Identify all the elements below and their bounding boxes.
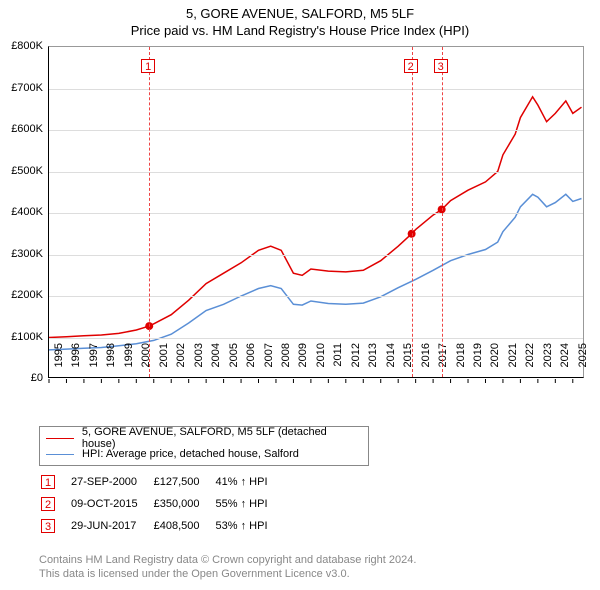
- x-tick-label: 2002: [175, 343, 187, 383]
- page-title: 5, GORE AVENUE, SALFORD, M5 5LF: [0, 6, 600, 21]
- footer-line-2: This data is licensed under the Open Gov…: [39, 568, 416, 582]
- transaction-price: £408,500: [154, 516, 214, 536]
- x-tick-label: 2020: [489, 343, 501, 383]
- x-tick-label: 1997: [88, 343, 100, 383]
- x-tick-label: 2005: [228, 343, 240, 383]
- transaction-delta: 41% ↑ HPI: [216, 472, 282, 492]
- legend: 5, GORE AVENUE, SALFORD, M5 5LF (detache…: [39, 426, 369, 466]
- transaction-marker: 2: [41, 497, 55, 511]
- x-tick-label: 2023: [542, 343, 554, 383]
- x-tick-label: 2006: [245, 343, 257, 383]
- x-tick-label: 2012: [350, 343, 362, 383]
- legend-label: 5, GORE AVENUE, SALFORD, M5 5LF (detache…: [82, 426, 362, 450]
- transaction-marker: 3: [41, 519, 55, 533]
- y-tick-label: £300K: [0, 248, 43, 260]
- chart-series-line: [49, 194, 582, 350]
- y-tick-label: £0: [0, 372, 43, 384]
- table-row: 2 09-OCT-2015£350,00055% ↑ HPI: [41, 494, 282, 514]
- y-tick-label: £500K: [0, 165, 43, 177]
- transaction-delta: 53% ↑ HPI: [216, 516, 282, 536]
- y-tick-label: £200K: [0, 289, 43, 301]
- legend-swatch: [46, 454, 74, 455]
- x-tick-label: 2018: [455, 343, 467, 383]
- transaction-date: 29-JUN-2017: [71, 516, 152, 536]
- x-tick-label: 2001: [158, 343, 170, 383]
- x-tick-label: 1998: [105, 343, 117, 383]
- transaction-marker: 1: [41, 475, 55, 489]
- legend-item: 5, GORE AVENUE, SALFORD, M5 5LF (detache…: [46, 430, 362, 446]
- transaction-delta: 55% ↑ HPI: [216, 494, 282, 514]
- y-tick-label: £800K: [0, 40, 43, 52]
- x-tick-label: 2003: [193, 343, 205, 383]
- x-tick-label: 2022: [524, 343, 536, 383]
- event-marker: 2: [404, 59, 418, 73]
- x-tick-label: 2017: [437, 343, 449, 383]
- x-tick-label: 2004: [210, 343, 222, 383]
- x-tick-label: 1999: [123, 343, 135, 383]
- transaction-price: £350,000: [154, 494, 214, 514]
- transaction-date: 27-SEP-2000: [71, 472, 152, 492]
- x-tick-label: 2011: [332, 343, 344, 383]
- event-marker: 3: [434, 59, 448, 73]
- x-tick-label: 2000: [140, 343, 152, 383]
- transaction-date: 09-OCT-2015: [71, 494, 152, 514]
- y-tick-label: £100K: [0, 331, 43, 343]
- x-tick-label: 2025: [577, 343, 589, 383]
- x-tick-label: 2019: [472, 343, 484, 383]
- x-tick-label: 2016: [420, 343, 432, 383]
- event-marker: 1: [141, 59, 155, 73]
- x-tick-label: 2008: [280, 343, 292, 383]
- y-tick-label: £600K: [0, 123, 43, 135]
- x-tick-label: 2007: [263, 343, 275, 383]
- page-subtitle: Price paid vs. HM Land Registry's House …: [0, 23, 600, 38]
- transaction-price: £127,500: [154, 472, 214, 492]
- y-tick-label: £400K: [0, 206, 43, 218]
- legend-swatch: [46, 438, 74, 439]
- table-row: 3 29-JUN-2017£408,50053% ↑ HPI: [41, 516, 282, 536]
- x-tick-label: 2024: [559, 343, 571, 383]
- x-tick-label: 2009: [297, 343, 309, 383]
- x-tick-label: 1996: [70, 343, 82, 383]
- price-chart: £0£100K£200K£300K£400K£500K£600K£700K£80…: [48, 46, 584, 378]
- x-tick-label: 2013: [367, 343, 379, 383]
- x-tick-label: 2014: [385, 343, 397, 383]
- footer-attribution: Contains HM Land Registry data © Crown c…: [39, 554, 416, 582]
- legend-label: HPI: Average price, detached house, Salf…: [82, 448, 299, 460]
- y-tick-label: £700K: [0, 82, 43, 94]
- footer-line-1: Contains HM Land Registry data © Crown c…: [39, 554, 416, 568]
- transactions-table: 1 27-SEP-2000£127,50041% ↑ HPI 2 09-OCT-201…: [39, 470, 284, 538]
- table-row: 1 27-SEP-2000£127,50041% ↑ HPI: [41, 472, 282, 492]
- x-tick-label: 1995: [53, 343, 65, 383]
- x-tick-label: 2021: [507, 343, 519, 383]
- x-tick-label: 2010: [315, 343, 327, 383]
